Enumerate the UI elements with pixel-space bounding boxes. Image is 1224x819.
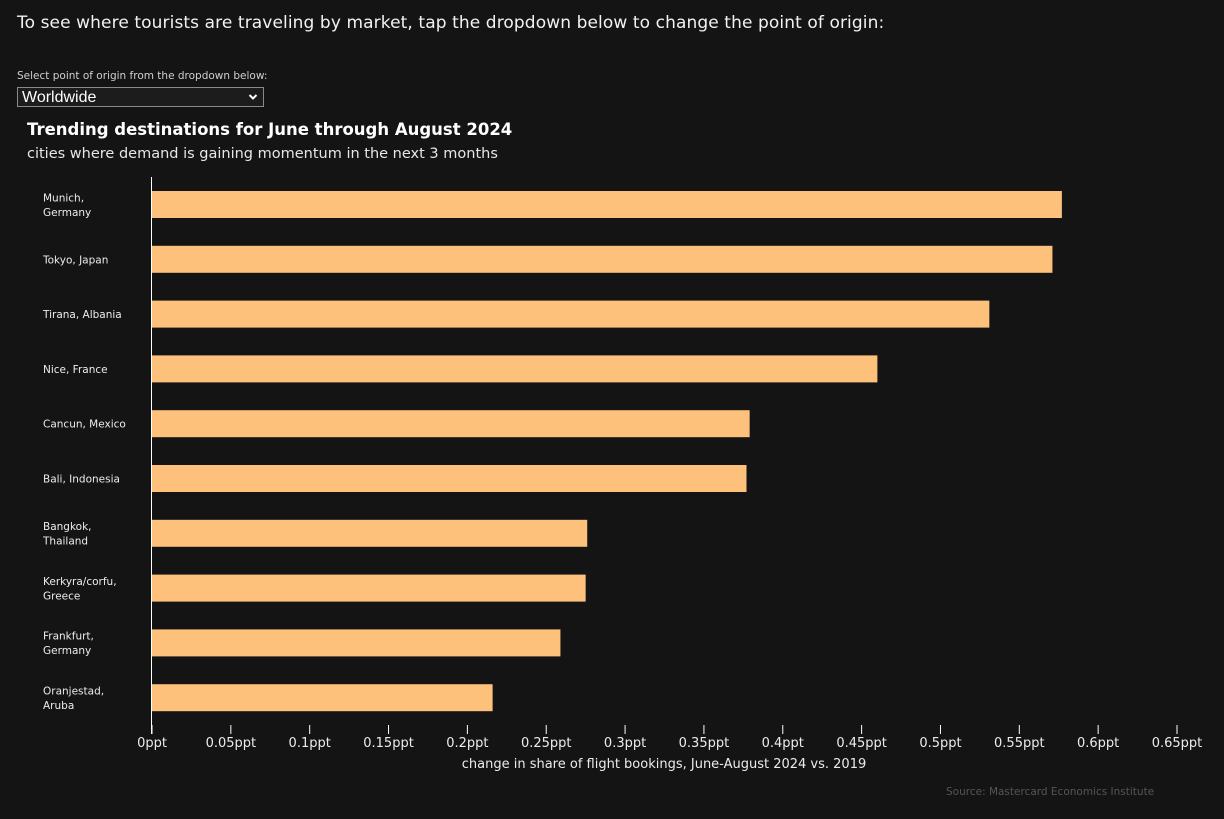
bar	[152, 355, 878, 383]
x-tick-label: 0.2ppt	[446, 736, 488, 751]
category-label-line: Nice, France	[43, 364, 108, 376]
category-label-line: Aruba	[43, 700, 74, 712]
x-axis-title: change in share of flight bookings, June…	[462, 757, 867, 772]
chart-subtitle: cities where demand is gaining momentum …	[27, 146, 498, 162]
bar	[152, 519, 588, 547]
bar	[152, 684, 493, 712]
category-label-line: Frankfurt,	[43, 631, 94, 643]
x-tick-label: 0.35ppt	[679, 736, 730, 751]
category-label: Bali, Indonesia	[43, 474, 120, 486]
chart-title: Trending destinations for June through A…	[27, 120, 513, 139]
source-note: Source: Mastercard Economics Institute	[946, 786, 1155, 798]
category-label: Tokyo, Japan	[42, 254, 108, 266]
category-label-line: Bangkok,	[43, 521, 92, 533]
category-label: Frankfurt, Germany	[43, 631, 94, 658]
category-label: Cancun, Mexico	[43, 419, 126, 431]
origin-select-label: Select point of origin from the dropdown…	[17, 70, 268, 82]
bar	[152, 629, 561, 657]
category-label: Oranjestad, Aruba	[43, 685, 104, 712]
category-label: Tirana, Albania	[42, 309, 122, 321]
category-label-line: Germany	[43, 645, 91, 657]
bar	[152, 410, 750, 438]
category-labels: Munich, Germany Tokyo, Japan Tirana, Albani…	[42, 192, 126, 712]
x-tick-label: 0ppt	[137, 736, 167, 751]
x-tick-label: 0.05ppt	[206, 736, 257, 751]
category-label: Bangkok, Thailand	[42, 521, 92, 548]
intro-text: To see where tourists are traveling by m…	[17, 13, 885, 33]
category-label-line: Munich,	[43, 192, 84, 204]
x-tick-label: 0.55ppt	[994, 736, 1045, 751]
x-tick-label: 0.25ppt	[521, 736, 572, 751]
category-label: Kerkyra/corfu, Greece	[43, 576, 117, 603]
x-tick-label: 0.15ppt	[363, 736, 414, 751]
origin-select-value: Worldwide	[22, 89, 97, 106]
category-label-line: Cancun, Mexico	[43, 419, 126, 431]
bar	[152, 245, 1053, 273]
bar	[152, 300, 990, 328]
x-tick-label: 0.45ppt	[836, 736, 887, 751]
category-label-line: Tirana, Albania	[42, 309, 122, 321]
x-tick-label: 0.3ppt	[604, 736, 646, 751]
bar	[152, 191, 1062, 218]
x-tick-label: 0.6ppt	[1077, 736, 1119, 751]
origin-select-dropdown[interactable]: Worldwide	[17, 87, 264, 107]
category-label-line: Oranjestad,	[43, 685, 104, 697]
category-label-line: Kerkyra/corfu,	[43, 576, 117, 588]
x-axis-ticks: 0ppt 0.05ppt 0.1ppt 0.15ppt 0.2ppt 0.25ppt 0.3…	[137, 725, 1202, 751]
bar	[152, 574, 586, 602]
bars-group	[152, 191, 1062, 712]
bar	[152, 465, 747, 492]
category-label-line: Greece	[43, 590, 80, 602]
category-label: Munich, Germany	[43, 192, 91, 219]
category-label-line: Tokyo, Japan	[42, 254, 108, 266]
category-label-line: Germany	[43, 207, 91, 219]
chevron-down-icon	[248, 94, 258, 100]
category-label-line: Thailand	[42, 536, 88, 548]
x-tick-label: 0.1ppt	[289, 736, 331, 751]
category-label-line: Bali, Indonesia	[43, 474, 120, 486]
x-tick-label: 0.4ppt	[762, 736, 804, 751]
category-label: Nice, France	[43, 364, 108, 376]
x-tick-label: 0.65ppt	[1152, 736, 1203, 751]
x-tick-label: 0.5ppt	[919, 736, 961, 751]
